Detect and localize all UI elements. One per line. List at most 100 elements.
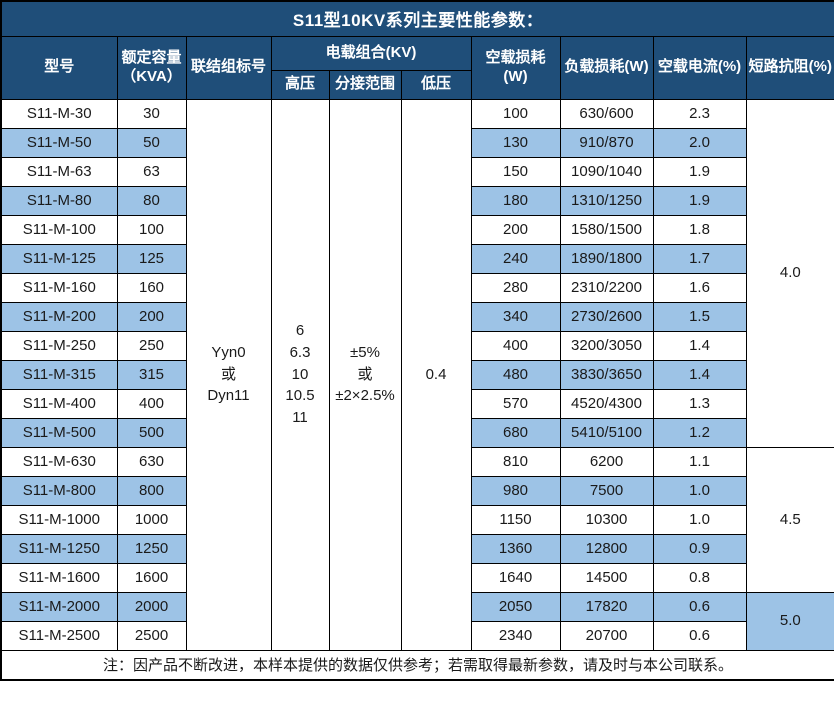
table-row: S11-M-1600 1600 1640 14500 0.8 (0, 562, 834, 593)
no-load-current-cell: 1.0 (652, 504, 747, 535)
no-load-current-cell: 0.6 (652, 591, 747, 622)
table-row: S11-M-80 80 180 1310/1250 1.9 (0, 185, 834, 216)
col-header-load-loss: 负载损耗(W) (559, 35, 654, 100)
no-load-loss-cell: 400 (470, 330, 561, 361)
model-cell: S11-M-50 (0, 127, 118, 158)
model-cell: S11-M-500 (0, 417, 118, 448)
no-load-loss-cell: 480 (470, 359, 561, 390)
col-header-model: 型号 (0, 35, 118, 100)
capacity-cell: 1000 (116, 504, 187, 535)
spec-table: S11型10KV系列主要性能参数： 型号 额定容量 （KVA） 联结组标号 电载… (0, 0, 834, 681)
load-loss-cell: 1890/1800 (559, 243, 654, 274)
load-loss-cell: 7500 (559, 475, 654, 506)
table-row: S11-M-2000 2000 2050 17820 0.6 5.0 (0, 591, 834, 651)
col-header-hv: 高压 (270, 69, 330, 100)
model-cell: S11-M-63 (0, 156, 118, 187)
capacity-cell: 250 (116, 330, 187, 361)
table-body: S11-M-30 30 Yyn0 或 Dyn11 6 6.3 10 10.5 11 ±5… (0, 98, 834, 651)
load-loss-cell: 5410/5100 (559, 417, 654, 448)
no-load-loss-cell: 980 (470, 475, 561, 506)
no-load-loss-cell: 1640 (470, 562, 561, 593)
load-loss-cell: 12800 (559, 533, 654, 564)
impedance-cell: 5.0 (745, 591, 834, 651)
no-load-current-cell: 1.1 (652, 446, 747, 477)
capacity-cell: 63 (116, 156, 187, 187)
table-row: S11-M-50 50 130 910/870 2.0 (0, 127, 834, 158)
col-header-capacity: 额定容量 （KVA） (116, 35, 187, 100)
no-load-current-cell: 1.5 (652, 301, 747, 332)
capacity-cell: 315 (116, 359, 187, 390)
no-load-current-cell: 0.9 (652, 533, 747, 564)
capacity-cell: 80 (116, 185, 187, 216)
no-load-loss-cell: 150 (470, 156, 561, 187)
no-load-loss-cell: 240 (470, 243, 561, 274)
no-load-loss-cell: 1360 (470, 533, 561, 564)
load-loss-cell: 20700 (559, 620, 654, 651)
capacity-cell: 500 (116, 417, 187, 448)
col-header-no-load-current: 空载电流(%) (652, 35, 747, 100)
tap-range-cell: ±5% 或 ±2×2.5% (328, 98, 402, 651)
impedance-cell: 4.5 (745, 446, 834, 593)
capacity-cell: 1600 (116, 562, 187, 593)
no-load-current-cell: 1.3 (652, 388, 747, 419)
model-cell: S11-M-2500 (0, 620, 118, 651)
col-header-vector-group: 联结组标号 (185, 35, 272, 100)
no-load-current-cell: 1.0 (652, 475, 747, 506)
no-load-current-cell: 1.7 (652, 243, 747, 274)
no-load-current-cell: 1.2 (652, 417, 747, 448)
no-load-loss-cell: 200 (470, 214, 561, 245)
model-cell: S11-M-630 (0, 446, 118, 477)
capacity-cell: 630 (116, 446, 187, 477)
model-cell: S11-M-1600 (0, 562, 118, 593)
no-load-current-cell: 0.8 (652, 562, 747, 593)
load-loss-cell: 6200 (559, 446, 654, 477)
no-load-current-cell: 1.9 (652, 185, 747, 216)
no-load-loss-cell: 130 (470, 127, 561, 158)
no-load-loss-cell: 280 (470, 272, 561, 303)
col-header-lv: 低压 (400, 69, 472, 100)
capacity-cell: 125 (116, 243, 187, 274)
model-cell: S11-M-200 (0, 301, 118, 332)
no-load-loss-cell: 680 (470, 417, 561, 448)
table-row: S11-M-250 250 400 3200/3050 1.4 (0, 330, 834, 361)
capacity-cell: 160 (116, 272, 187, 303)
load-loss-cell: 630/600 (559, 98, 654, 129)
col-header-voltage-combo: 电载组合(KV) (270, 35, 472, 71)
model-cell: S11-M-315 (0, 359, 118, 390)
model-cell: S11-M-80 (0, 185, 118, 216)
model-cell: S11-M-30 (0, 98, 118, 129)
load-loss-cell: 17820 (559, 591, 654, 622)
note-row: 注：因产品不断改进，本样本提供的数据仅供参考；若需取得最新参数，请及时与本公司联… (0, 649, 834, 681)
model-cell: S11-M-250 (0, 330, 118, 361)
capacity-cell: 1250 (116, 533, 187, 564)
capacity-cell: 800 (116, 475, 187, 506)
capacity-cell: 200 (116, 301, 187, 332)
no-load-loss-cell: 810 (470, 446, 561, 477)
table-row: S11-M-63 63 150 1090/1040 1.9 (0, 156, 834, 187)
capacity-cell: 2000 (116, 591, 187, 622)
capacity-cell: 50 (116, 127, 187, 158)
model-cell: S11-M-160 (0, 272, 118, 303)
no-load-current-cell: 1.6 (652, 272, 747, 303)
title-bar: S11型10KV系列主要性能参数： (0, 0, 834, 37)
model-cell: S11-M-400 (0, 388, 118, 419)
load-loss-cell: 3830/3650 (559, 359, 654, 390)
page-title: S11型10KV系列主要性能参数： (0, 0, 834, 37)
no-load-current-cell: 0.6 (652, 620, 747, 651)
no-load-current-cell: 1.9 (652, 156, 747, 187)
load-loss-cell: 1580/1500 (559, 214, 654, 245)
capacity-cell: 400 (116, 388, 187, 419)
model-cell: S11-M-1000 (0, 504, 118, 535)
load-loss-cell: 910/870 (559, 127, 654, 158)
model-cell: S11-M-1250 (0, 533, 118, 564)
model-cell: S11-M-100 (0, 214, 118, 245)
table-row: S11-M-630 630 810 6200 1.1 4.5 (0, 446, 834, 593)
no-load-current-cell: 1.4 (652, 330, 747, 361)
table-row: S11-M-200 200 340 2730/2600 1.5 (0, 301, 834, 332)
model-cell: S11-M-2000 (0, 591, 118, 622)
no-load-loss-cell: 1150 (470, 504, 561, 535)
note-text: 注：因产品不断改进，本样本提供的数据仅供参考；若需取得最新参数，请及时与本公司联… (0, 649, 834, 681)
model-cell: S11-M-800 (0, 475, 118, 506)
table-row: S11-M-400 400 570 4520/4300 1.3 (0, 388, 834, 419)
